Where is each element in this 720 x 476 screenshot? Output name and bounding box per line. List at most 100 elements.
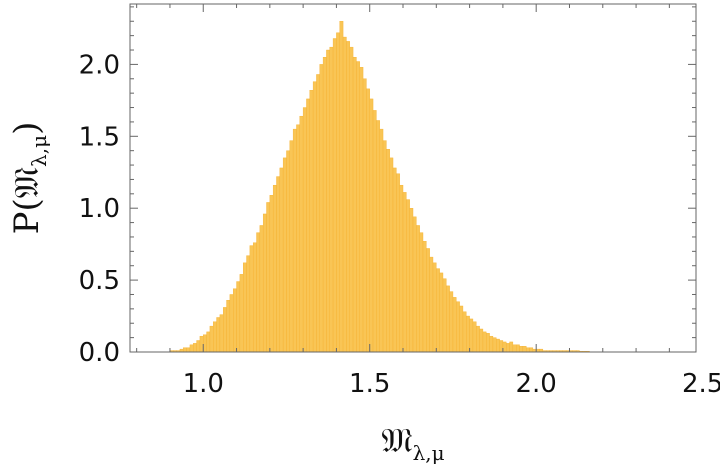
histogram-bar-64 <box>382 140 387 353</box>
histogram-bar-18 <box>229 294 234 353</box>
histogram-bar-43 <box>312 81 317 353</box>
histogram-bar-79 <box>432 262 437 353</box>
histogram-bar-85 <box>452 297 457 353</box>
histogram-bar-108 <box>529 347 534 353</box>
histogram-bar-97 <box>492 337 497 353</box>
histogram-bar-61 <box>372 110 377 353</box>
y-tick-label: 0.0 <box>79 338 120 368</box>
histogram-bar-59 <box>366 88 370 353</box>
histogram-bar-34 <box>282 157 287 353</box>
y-tick-label: 2.0 <box>79 50 120 80</box>
histogram-bar-24 <box>249 245 254 353</box>
x-tick-label: 1.5 <box>349 369 390 399</box>
histogram-bar-53 <box>346 41 350 353</box>
histogram-bar-98 <box>496 338 500 353</box>
axis-ticks <box>130 4 696 353</box>
histogram-bar-81 <box>439 272 444 353</box>
histogram-bar-82 <box>442 278 447 353</box>
histogram-bar-74 <box>416 225 420 353</box>
histogram-bar-16 <box>223 307 227 353</box>
histogram-bar-47 <box>326 49 330 353</box>
histogram-bar-54 <box>349 46 354 353</box>
histogram-bar-70 <box>402 192 407 353</box>
x-tick-label: 2.0 <box>516 369 557 399</box>
histogram-bar-72 <box>409 207 414 353</box>
histogram-bar-38 <box>296 124 301 353</box>
y-axis-label-base: 𝔐 <box>7 167 47 198</box>
histogram-bar-11 <box>206 331 211 353</box>
histogram-bar-40 <box>302 107 307 353</box>
histogram-bars <box>169 21 590 353</box>
histogram-bar-92 <box>476 325 480 353</box>
histogram-bar-87 <box>459 305 464 353</box>
histogram-bar-20 <box>236 281 241 353</box>
histogram-bar-36 <box>289 140 294 353</box>
histogram-bar-83 <box>446 285 450 353</box>
histogram-bar-60 <box>369 98 374 353</box>
histogram-bar-15 <box>219 314 224 353</box>
histogram-bar-86 <box>456 301 460 353</box>
histogram-bar-106 <box>522 346 527 353</box>
y-tick-label: 1.0 <box>79 194 120 224</box>
y-tick-labels: 0.0 0.5 1.0 1.5 2.0 <box>79 50 120 368</box>
histogram-bar-71 <box>406 199 410 353</box>
histogram-bar-93 <box>479 328 484 353</box>
histogram-bar-21 <box>239 274 244 353</box>
histogram-bar-96 <box>489 335 494 353</box>
histogram-bar-44 <box>316 74 320 353</box>
histogram-bar-99 <box>499 340 504 353</box>
histogram-bar-8 <box>196 340 201 353</box>
histogram-bar-41 <box>306 98 310 353</box>
histogram-bar-33 <box>279 167 284 353</box>
histogram-bar-48 <box>329 46 334 353</box>
histogram-bar-76 <box>422 241 427 353</box>
histogram-bar-94 <box>482 331 487 353</box>
histogram-bar-23 <box>246 255 251 353</box>
histogram-bar-75 <box>419 232 424 353</box>
histogram-bar-63 <box>379 128 384 353</box>
histogram-bar-89 <box>466 315 470 353</box>
histogram-bar-52 <box>342 36 347 353</box>
histogram-bar-14 <box>216 317 221 353</box>
histogram-bar-32 <box>276 176 281 353</box>
histogram-bar-80 <box>436 268 440 353</box>
histogram-bar-67 <box>392 167 397 353</box>
histogram-bar-65 <box>386 149 390 353</box>
histogram-bar-88 <box>462 311 467 353</box>
histogram-bar-4 <box>183 347 187 353</box>
x-tick-labels: 1.0 1.5 2.0 2.5 <box>183 369 720 399</box>
histogram-bar-37 <box>292 128 297 353</box>
histogram-bar-17 <box>226 300 231 353</box>
histogram-bar-57 <box>359 67 364 353</box>
histogram-bar-49 <box>332 38 337 353</box>
plot-frame <box>129 3 697 353</box>
histogram-bar-30 <box>269 195 274 353</box>
x-axis-label-base: 𝔐 <box>381 421 412 461</box>
histogram-bar-107 <box>526 347 530 353</box>
histogram-bar-101 <box>506 343 510 353</box>
histogram-bar-73 <box>412 216 417 353</box>
histogram-bar-51 <box>339 21 344 353</box>
histogram-bar-77 <box>426 248 430 353</box>
histogram-bar-78 <box>429 256 434 353</box>
histogram-bar-13 <box>213 321 217 353</box>
histogram-bar-103 <box>512 344 517 353</box>
histogram-bar-7 <box>193 343 197 353</box>
histogram-bar-90 <box>469 318 474 353</box>
histogram-bar-66 <box>389 157 394 353</box>
histogram-bar-95 <box>486 333 490 353</box>
histogram-bar-62 <box>376 120 380 353</box>
histogram-bar-6 <box>189 344 194 353</box>
histogram-bar-104 <box>516 344 520 353</box>
histogram-bar-69 <box>399 184 404 353</box>
histogram-bar-12 <box>209 325 214 353</box>
histogram-bar-39 <box>299 115 304 353</box>
histogram-bar-22 <box>242 262 247 353</box>
histogram-bar-10 <box>203 334 207 353</box>
histogram-bar-55 <box>352 57 357 353</box>
histogram-bar-5 <box>186 347 191 353</box>
y-axis-label: P(𝔐λ,μ) <box>7 122 51 235</box>
y-axis-label-prefix: P( <box>7 198 47 234</box>
histogram-bar-29 <box>266 202 271 353</box>
